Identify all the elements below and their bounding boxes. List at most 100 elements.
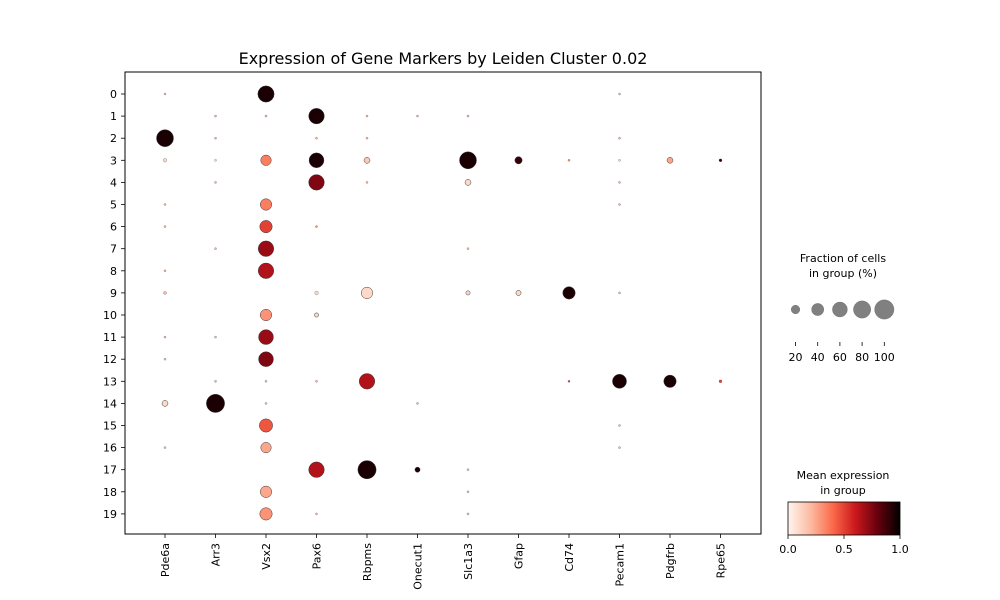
y-tick-label: 5 — [110, 199, 117, 212]
size-legend-label: 60 — [833, 351, 847, 364]
dot — [466, 114, 470, 118]
dot — [257, 240, 275, 257]
dot — [515, 290, 522, 296]
color-legend-title-line1: Mean expression — [797, 469, 890, 482]
dot — [365, 114, 369, 118]
colorbar — [787, 501, 901, 536]
dot — [163, 225, 167, 228]
x-tick-label: Arr3 — [210, 543, 223, 566]
y-tick-label: 10 — [103, 309, 117, 322]
dot — [163, 358, 167, 361]
x-tick-label: Onecut1 — [412, 543, 425, 590]
size-legend-label: 100 — [874, 351, 895, 364]
dot — [416, 402, 419, 405]
dot — [260, 154, 272, 166]
dot — [308, 152, 325, 168]
dot — [214, 181, 217, 184]
size-legend: Fraction of cells in group (%) 20 40 60 80 1… — [789, 252, 895, 364]
size-legend-title-line1: Fraction of cells — [800, 252, 886, 265]
x-tick-label: Pde6a — [159, 543, 172, 577]
y-tick-label: 6 — [110, 221, 117, 234]
dot — [618, 92, 621, 96]
dot — [308, 174, 325, 191]
x-tick-label: Rbpms — [361, 543, 374, 581]
dot — [163, 203, 167, 206]
dot — [161, 400, 169, 407]
dot — [214, 137, 217, 140]
dot — [618, 159, 621, 162]
y-tick-label: 14 — [103, 397, 117, 410]
dot — [363, 157, 371, 164]
size-legend-dot — [874, 299, 895, 320]
dot — [718, 379, 723, 383]
dot — [258, 351, 274, 367]
size-legend-dot — [832, 301, 848, 318]
dot — [718, 158, 723, 162]
dot — [264, 380, 268, 383]
dot — [618, 291, 621, 295]
dot — [466, 468, 470, 471]
dot — [464, 179, 472, 186]
dot — [314, 290, 319, 295]
y-tick-label: 8 — [110, 265, 117, 278]
dot — [465, 290, 471, 296]
dot — [163, 158, 167, 163]
dot — [259, 198, 273, 211]
dot — [259, 485, 273, 498]
x-tick-label: Rpe65 — [715, 543, 728, 578]
size-legend-dot — [853, 300, 871, 319]
x-tick-label: Slc1a3 — [462, 543, 475, 580]
dot — [357, 460, 377, 480]
dot — [163, 269, 167, 272]
dot — [214, 380, 217, 383]
dot — [264, 402, 268, 405]
dot — [257, 262, 275, 279]
dot — [618, 181, 621, 184]
y-tick-label: 3 — [110, 154, 117, 167]
size-legend-title-line2: in group (%) — [809, 267, 877, 280]
dot — [214, 159, 217, 162]
dot — [567, 380, 571, 383]
x-tick-label: Vsx2 — [260, 543, 273, 570]
dot — [264, 114, 268, 118]
y-tick-label: 0 — [110, 88, 117, 101]
y-tick-label: 4 — [110, 176, 117, 189]
dot — [163, 446, 167, 449]
x-tick-label: Pecam1 — [614, 543, 627, 587]
y-tick-label: 1 — [110, 110, 117, 123]
y-tick-label: 9 — [110, 287, 117, 300]
dot — [612, 374, 627, 389]
y-tick-label: 7 — [110, 243, 117, 256]
dot — [156, 129, 174, 147]
y-tick-label: 15 — [103, 420, 117, 433]
dot — [618, 203, 621, 206]
dot — [214, 335, 217, 339]
dot — [315, 512, 318, 516]
dot — [214, 114, 217, 118]
colorbar-label: 0.0 — [779, 543, 797, 556]
dot — [163, 335, 167, 339]
colorbar-label: 1.0 — [891, 543, 909, 556]
dot — [562, 286, 576, 300]
dot — [259, 507, 273, 521]
y-tick-label: 11 — [103, 331, 117, 344]
plot-area — [124, 71, 762, 535]
dot — [365, 181, 369, 184]
size-legend-dot — [790, 304, 801, 315]
dot — [618, 446, 621, 449]
y-tick-label: 13 — [103, 375, 117, 388]
dot — [260, 442, 272, 454]
dot — [259, 220, 273, 234]
x-tick-label: Pdgfrb — [664, 543, 677, 579]
dot — [314, 312, 319, 318]
dot — [358, 373, 376, 390]
y-tick-label: 16 — [103, 442, 117, 455]
dot — [666, 157, 674, 164]
dot — [414, 466, 421, 473]
dot — [206, 394, 225, 413]
dot — [308, 108, 325, 125]
dot — [365, 137, 369, 140]
dot — [514, 156, 523, 165]
